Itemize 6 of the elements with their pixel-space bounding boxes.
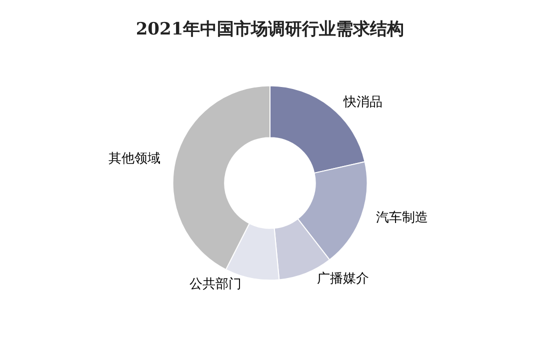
slice-label: 其他领域 xyxy=(108,151,161,166)
slice-label: 汽车制造 xyxy=(376,210,428,226)
slice-label: 广播媒介 xyxy=(316,271,369,286)
slice-label: 公共部门 xyxy=(190,276,242,292)
slice-label: 快消品 xyxy=(342,94,383,110)
chart-title: 2021年中国市场调研行业需求结构 xyxy=(136,20,404,40)
